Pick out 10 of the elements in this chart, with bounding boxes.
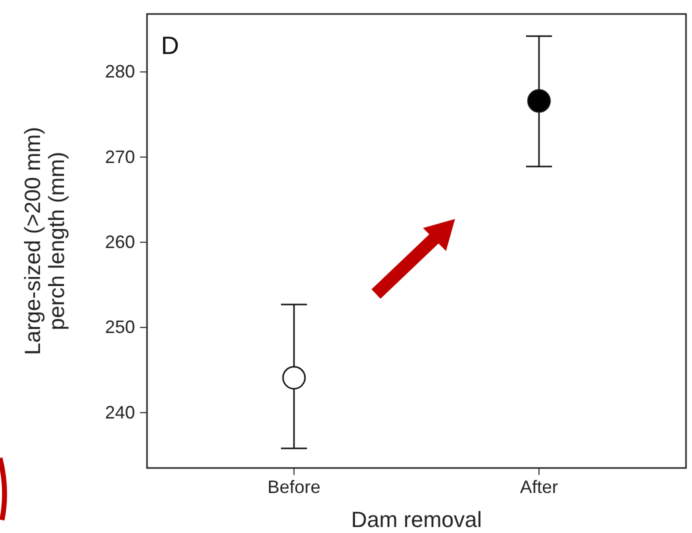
y-tick-label: 250 — [104, 317, 135, 338]
x-tick-label: After — [520, 476, 558, 497]
annotation: D — [161, 32, 180, 60]
x-axis-title: Dam removal — [351, 507, 482, 532]
y-axis-title: Large-sized (>200 mm) perch length (mm) — [20, 126, 69, 356]
y-tick-label: 280 — [104, 62, 135, 82]
y-tick-label: 260 — [104, 232, 135, 252]
y-tick-label: 270 — [104, 146, 135, 167]
x-tick-label: Before — [267, 476, 321, 497]
y-tick-label: 240 — [104, 402, 135, 422]
